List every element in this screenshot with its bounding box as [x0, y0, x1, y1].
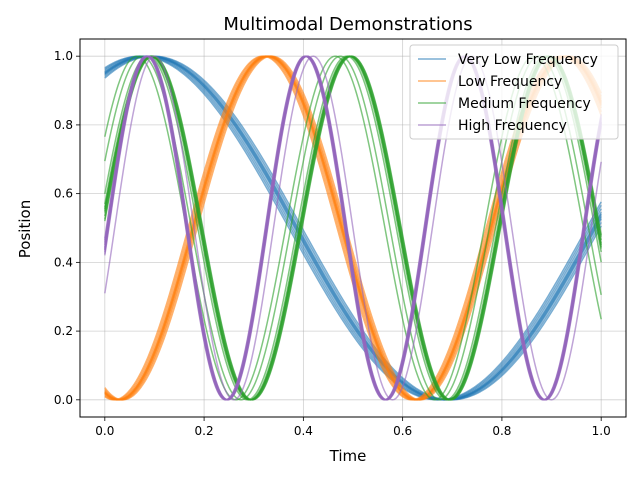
plot-frame	[79, 38, 627, 418]
y-tick-label: 0.8	[54, 118, 73, 132]
series-line-very-low-frequency	[104, 55, 602, 401]
y-tick-label: 0.6	[54, 187, 73, 201]
legend: Very Low Frequency Low Frequency Medium …	[409, 44, 619, 140]
series-line-very-low-frequency	[104, 55, 602, 401]
axis-ticks: 0.0 0.2 0.4 0.6 0.8 1.0 0.0 0.2 0.4 0.6 0.8 1.0	[54, 49, 611, 438]
x-tick-label: 0.2	[195, 424, 214, 438]
x-tick-label: 0.0	[95, 424, 114, 438]
x-tick-label: 0.6	[393, 424, 412, 438]
y-tick-label: 0.4	[54, 255, 73, 269]
series-line-very-low-frequency	[104, 55, 602, 401]
chart-title: Multimodal Demonstrations	[223, 14, 472, 35]
series-line-low-frequency	[104, 55, 602, 401]
legend-label-very-low-frequency: Very Low Frequency	[458, 52, 598, 68]
series-line-high-frequency	[104, 55, 602, 401]
x-tick-label: 1.0	[592, 424, 611, 438]
legend-label-low-frequency: Low Frequency	[458, 74, 562, 90]
series-line-very-low-frequency	[104, 55, 602, 401]
x-axis-label: Time	[329, 447, 367, 465]
legend-label-high-frequency: High Frequency	[458, 118, 567, 134]
x-tick-label: 0.4	[294, 424, 313, 438]
x-tick-label: 0.8	[492, 424, 511, 438]
series-line-low-frequency	[104, 55, 602, 401]
y-tick-label: 0.2	[54, 324, 73, 338]
series-line-very-low-frequency	[104, 55, 602, 401]
legend-label-medium-frequency: Medium Frequency	[458, 96, 591, 112]
legend-box	[409, 44, 619, 140]
series-very-low-frequency	[104, 55, 602, 401]
y-axis-label: Position	[16, 200, 34, 258]
series-line-high-frequency	[104, 55, 602, 401]
y-tick-label: 1.0	[54, 49, 73, 63]
series-line-very-low-frequency	[104, 55, 602, 401]
series-high-frequency	[104, 55, 602, 401]
y-tick-label: 0.0	[54, 393, 73, 407]
